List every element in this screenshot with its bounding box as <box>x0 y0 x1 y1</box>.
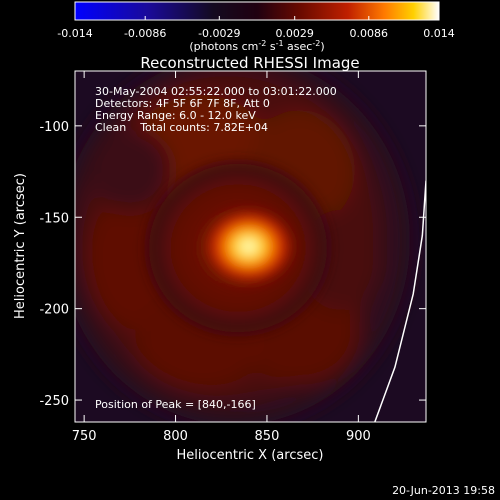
chart-title: Reconstructed RHESSI Image <box>140 54 359 72</box>
colorbar-tick-label: 0.014 <box>423 27 455 40</box>
x-tick-label: 900 <box>346 429 371 444</box>
y-tick-label: -150 <box>39 211 69 226</box>
annotation-energy: Energy Range: 6.0 - 12.0 keV <box>95 109 256 122</box>
colorbar-ticks: -0.014 -0.0086 -0.0029 0.0029 0.0086 0.014 <box>57 16 455 40</box>
colorbar-tick-label: 0.0086 <box>350 27 389 40</box>
colorbar-tick-label: -0.0086 <box>124 27 166 40</box>
x-tick-label: 800 <box>163 429 188 444</box>
y-tick-label: -100 <box>39 120 69 135</box>
image-area <box>75 71 426 422</box>
y-tick-label: -250 <box>39 394 69 409</box>
annotation-detectors: Detectors: 4F 5F 6F 7F 8F, Att 0 <box>95 97 270 110</box>
x-tick-label: 750 <box>72 429 97 444</box>
colorbar-tick-label: -0.0029 <box>198 27 240 40</box>
annotation-peak: Position of Peak = [840,-166] <box>95 398 256 411</box>
y-axis-label: Heliocentric Y (arcsec) <box>13 173 28 319</box>
y-tick-label: -200 <box>39 303 69 318</box>
colorbar-tick-label: -0.014 <box>57 27 92 40</box>
plot-frame <box>74 70 427 423</box>
x-tick-label: 850 <box>255 429 280 444</box>
x-axis-ticks: 750 800 850 900 <box>72 71 371 444</box>
annotation-time-range: 30-May-2004 02:55:22.000 to 03:01:22.000 <box>95 85 337 98</box>
colorbar <box>74 1 440 21</box>
colorbar-tick-label: 0.0029 <box>275 27 314 40</box>
y-axis-ticks: -100 -150 -200 -250 <box>39 120 426 409</box>
peak-emission <box>200 206 297 287</box>
x-axis-label: Heliocentric X (arcsec) <box>177 448 324 463</box>
annotation-clean: Clean Total counts: 7.82E+04 <box>95 121 268 134</box>
colorbar-label: (photons cm-2 s-1 asec-2) <box>189 39 324 53</box>
footer-timestamp: 20-Jun-2013 19:58 <box>392 484 495 497</box>
